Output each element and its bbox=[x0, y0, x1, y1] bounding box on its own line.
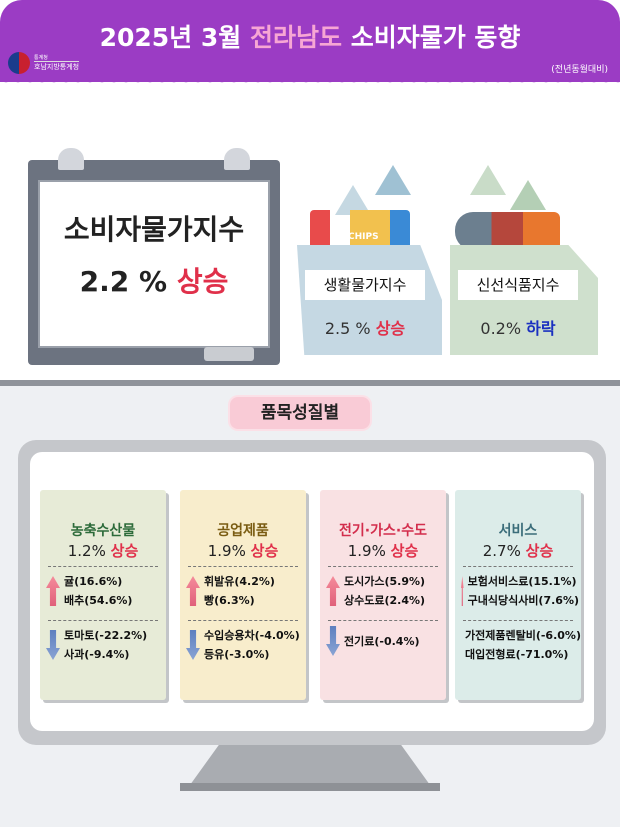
tv-stand-base bbox=[180, 783, 440, 791]
category-name: 농축수산물 bbox=[70, 523, 136, 539]
down-arrow-icon bbox=[46, 630, 60, 660]
logo-top: 통계청 bbox=[34, 55, 48, 61]
decrease-item: 전기료(-0.4%) bbox=[344, 634, 420, 648]
comparison-note: (전년동월대비) bbox=[551, 65, 608, 75]
decrease-item: 등유(-3.0%) bbox=[204, 648, 270, 661]
cpi-direction: 상승 bbox=[176, 265, 229, 298]
header-banner bbox=[0, 0, 620, 82]
increase-item: 배추(54.6%) bbox=[64, 594, 133, 607]
category-rate: 1.9% 상승 bbox=[320, 540, 446, 561]
section-divider bbox=[0, 380, 620, 386]
fresh-index-bag: 신선식품지수 0.2% 하락 bbox=[450, 245, 598, 355]
fresh-index-label: 신선식품지수 bbox=[458, 270, 578, 300]
tv-stand bbox=[190, 745, 430, 785]
cpi-label: 소비자물가지수 bbox=[63, 213, 245, 246]
increase-item: 상수도료(2.4%) bbox=[344, 594, 426, 607]
category-value: 2.7% bbox=[482, 542, 521, 560]
logo: 통계청 호남지방통계청 bbox=[8, 52, 80, 74]
increase-item: 휘발유(4.2%) bbox=[204, 575, 275, 588]
increase-item: 구내식당식사비(7.6%) bbox=[467, 594, 579, 607]
dashed-divider bbox=[463, 566, 573, 567]
category-name: 서비스 bbox=[498, 523, 538, 539]
decrease-item: 사과(-9.4%) bbox=[64, 648, 130, 661]
goods-icon: CHIPS bbox=[310, 210, 410, 250]
fresh-index-value: 0.2% 하락 bbox=[458, 315, 578, 339]
dashed-divider bbox=[328, 566, 438, 567]
dashed-divider bbox=[188, 620, 298, 621]
bag-body bbox=[297, 245, 442, 355]
increase-item: 빵(6.3%) bbox=[204, 594, 255, 607]
decrease-item: 수입승용차(-4.0%) bbox=[204, 629, 300, 642]
category-direction: 상승 bbox=[390, 542, 419, 560]
fresh-direction: 하락 bbox=[526, 319, 556, 338]
up-arrow-icon bbox=[470, 165, 506, 195]
fresh-food-icon bbox=[455, 212, 560, 250]
category-card: 전기·가스·수도 1.9% 상승 도시가스(5.9%) 상수도료(2.4%) 전기… bbox=[320, 490, 446, 700]
category-name: 전기·가스·수도 bbox=[339, 523, 427, 539]
decrease-item: 대입전형료(-71.0%) bbox=[465, 648, 569, 661]
living-index-label: 생활물가지수 bbox=[305, 270, 425, 300]
cpi-value: 2.2 % 상승 bbox=[28, 260, 280, 300]
category-direction: 상승 bbox=[250, 542, 279, 560]
up-arrow-icon bbox=[510, 180, 546, 210]
title-topic: 소비자물가 동향 bbox=[350, 23, 521, 52]
living-index-value: 2.5 % 상승 bbox=[305, 315, 425, 339]
chips-text: CHIPS bbox=[348, 232, 379, 242]
category-value: 1.2% bbox=[67, 542, 106, 560]
category-name: 공업제품 bbox=[217, 523, 269, 539]
up-arrow-icon bbox=[375, 165, 411, 195]
up-arrow-icon bbox=[186, 576, 200, 606]
up-arrow-icon bbox=[326, 576, 340, 606]
living-number: 2.5 % bbox=[324, 319, 371, 338]
header-scallop bbox=[0, 76, 620, 88]
category-value: 1.9% bbox=[347, 542, 386, 560]
category-value: 1.9% bbox=[207, 542, 246, 560]
section-title: 품목성질별 bbox=[230, 397, 370, 429]
fresh-number: 0.2% bbox=[480, 319, 522, 338]
board-clip-icon bbox=[58, 148, 84, 170]
bag-body bbox=[450, 245, 598, 355]
decrease-item: 토마토(-22.2%) bbox=[64, 629, 148, 642]
down-arrow-icon bbox=[326, 626, 340, 656]
logo-bottom: 호남지방통계청 bbox=[34, 61, 80, 71]
category-card: 농축수산물 1.2% 상승 귤(16.6%) 배추(54.6%) 토마토(-22.… bbox=[40, 490, 166, 700]
increase-item: 귤(16.6%) bbox=[64, 575, 123, 588]
up-arrow-icon bbox=[46, 576, 60, 606]
title-region: 전라남도 bbox=[249, 23, 342, 52]
taegeuk-icon bbox=[8, 52, 30, 74]
category-direction: 상승 bbox=[525, 542, 554, 560]
living-direction: 상승 bbox=[375, 319, 406, 338]
board-clip-icon bbox=[224, 148, 250, 170]
category-direction: 상승 bbox=[110, 542, 139, 560]
eraser-icon bbox=[204, 347, 254, 361]
decrease-item: 가전제품렌탈비(-6.0%) bbox=[465, 629, 581, 642]
page-title: 2025년 3월 전라남도 소비자물가 동향 bbox=[0, 18, 620, 54]
dashed-divider bbox=[328, 620, 438, 621]
dashed-divider bbox=[48, 566, 158, 567]
title-date: 2025년 3월 bbox=[99, 23, 242, 52]
dashed-divider bbox=[463, 620, 573, 621]
category-rate: 1.9% 상승 bbox=[180, 540, 306, 561]
category-rate: 1.2% 상승 bbox=[40, 540, 166, 561]
category-card: 서비스 2.7% 상승 보험서비스료(15.1%) 구내식당식사비(7.6%) 가… bbox=[455, 490, 581, 700]
cpi-number: 2.2 % bbox=[79, 265, 168, 298]
increase-item: 보험서비스료(15.1%) bbox=[467, 575, 577, 588]
category-rate: 2.7% 상승 bbox=[455, 540, 581, 561]
board-surface bbox=[38, 180, 270, 348]
dashed-divider bbox=[48, 620, 158, 621]
up-arrow-icon bbox=[461, 576, 464, 606]
cpi-board: 소비자물가지수 2.2 % 상승 bbox=[28, 148, 280, 365]
category-card: 공업제품 1.9% 상승 휘발유(4.2%) 빵(6.3%) 수입승용차(-4.0… bbox=[180, 490, 306, 700]
dashed-divider bbox=[188, 566, 298, 567]
increase-item: 도시가스(5.9%) bbox=[344, 575, 426, 588]
down-arrow-icon bbox=[186, 630, 200, 660]
living-index-bag: 생활물가지수 2.5 % 상승 bbox=[297, 245, 442, 355]
